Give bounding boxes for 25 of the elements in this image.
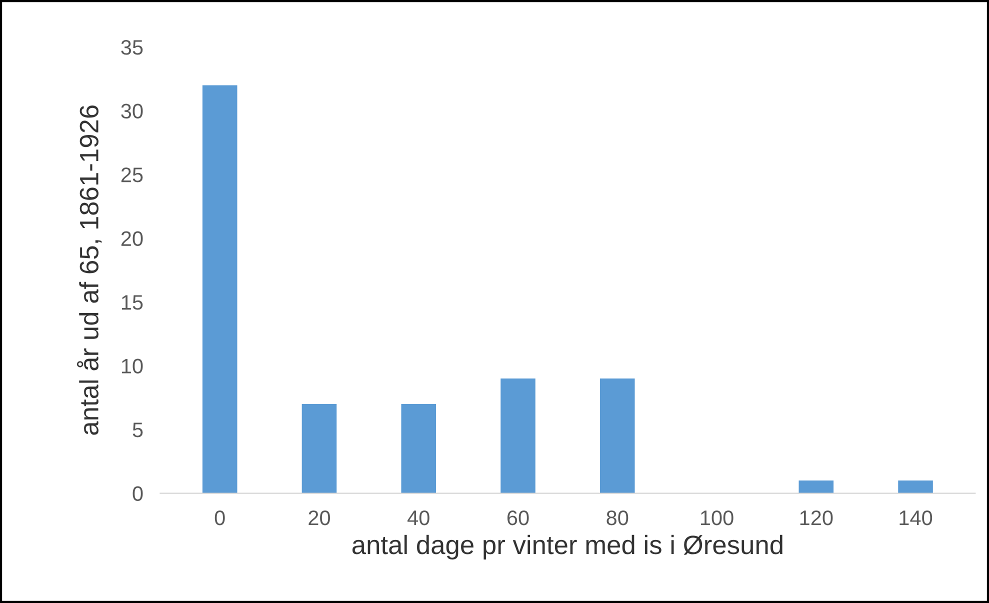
- bar: [401, 404, 436, 494]
- y-tick-label: 30: [121, 104, 143, 119]
- y-axis-title: antal år ud af 65, 1861-1926: [76, 105, 102, 435]
- x-tick-label: 0: [214, 510, 225, 526]
- y-tick-label: 35: [121, 40, 143, 55]
- y-tick-label: 5: [132, 422, 143, 438]
- bar: [600, 378, 635, 494]
- x-axis-title: antal dage pr vinter med is i Øresund: [352, 534, 782, 560]
- bar: [898, 480, 933, 494]
- bar: [500, 378, 536, 494]
- x-tick-label: 140: [900, 510, 932, 526]
- bar: [202, 85, 238, 494]
- y-tick-label: 0: [132, 486, 143, 502]
- y-tick-label: 10: [122, 358, 143, 374]
- x-tick-label: 20: [308, 510, 330, 526]
- bar: [798, 480, 834, 494]
- x-tick-label: 40: [408, 510, 430, 526]
- y-tick-label: 20: [121, 231, 143, 246]
- bar: [302, 404, 337, 494]
- x-tick-label: 100: [700, 510, 734, 526]
- x-tick-label: 80: [606, 510, 628, 526]
- y-tick-label: 15: [122, 295, 143, 310]
- y-tick-label: 25: [121, 168, 143, 182]
- x-tick-label: 60: [507, 510, 529, 526]
- x-tick-label: 120: [800, 510, 833, 526]
